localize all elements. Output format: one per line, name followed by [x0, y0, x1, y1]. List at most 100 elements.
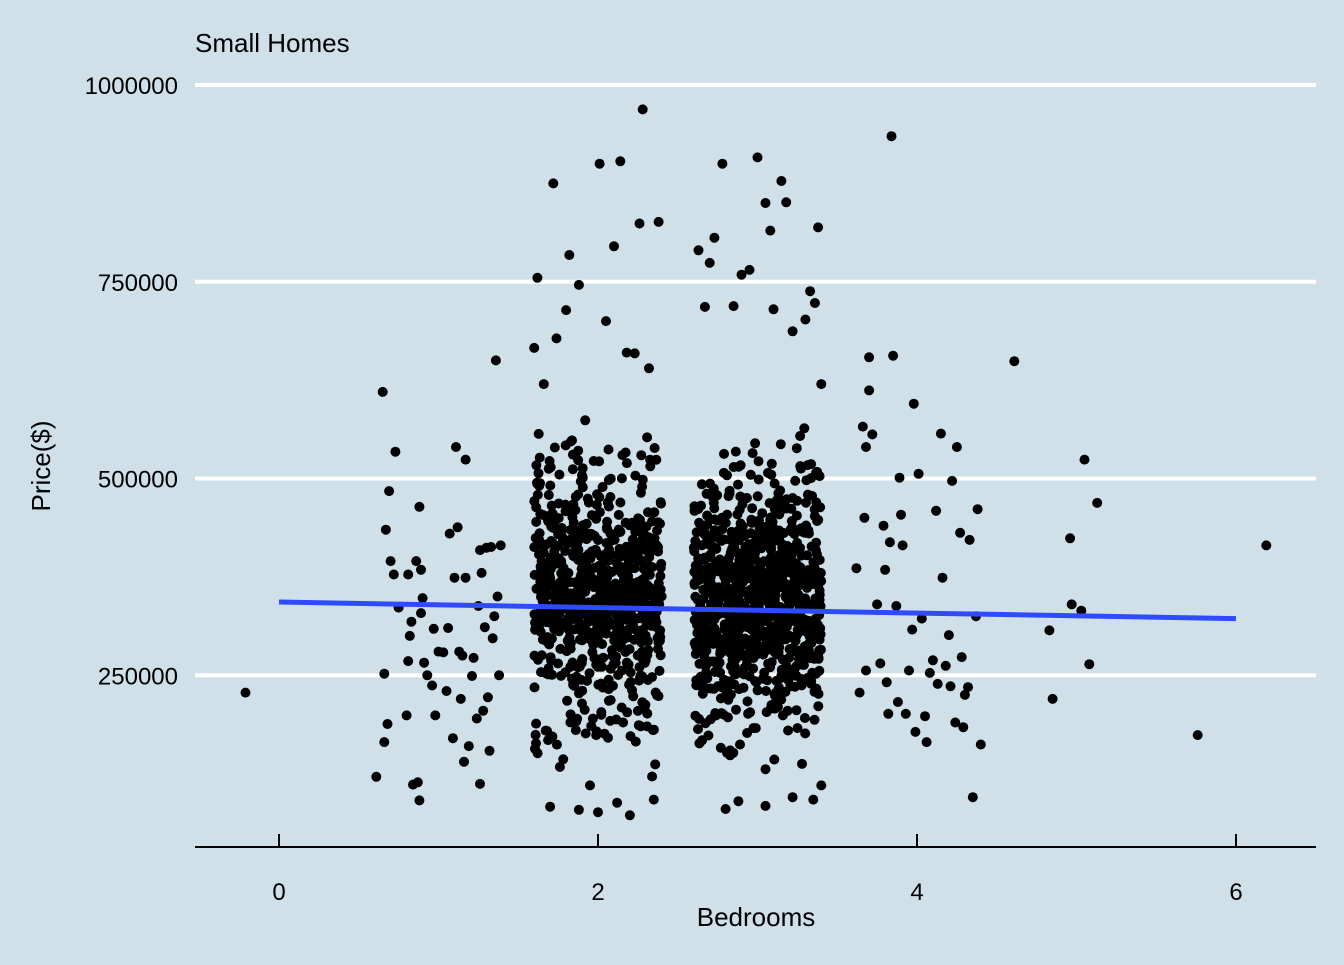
- data-point: [577, 482, 588, 493]
- x-tick-label: 6: [1229, 879, 1242, 906]
- data-point: [605, 492, 616, 502]
- data-point: [796, 646, 807, 657]
- data-point: [696, 682, 707, 692]
- data-point: [654, 629, 665, 640]
- data-point: [811, 549, 822, 560]
- data-point: [532, 272, 543, 283]
- data-point: [625, 582, 635, 592]
- data-point: [489, 611, 500, 622]
- data-point: [867, 429, 878, 440]
- data-point: [769, 527, 780, 538]
- data-point: [476, 567, 487, 578]
- data-point: [645, 454, 656, 465]
- data-point: [760, 521, 771, 532]
- data-point: [585, 780, 595, 791]
- data-point: [864, 385, 875, 396]
- data-point: [428, 623, 439, 634]
- data-point: [760, 595, 771, 606]
- data-point: [790, 568, 801, 579]
- data-point: [580, 415, 591, 426]
- data-point: [693, 724, 703, 735]
- data-point: [712, 582, 723, 593]
- data-point: [793, 589, 804, 600]
- data-point: [805, 631, 816, 641]
- data-point: [754, 582, 765, 593]
- data-point: [975, 739, 986, 750]
- data-point: [625, 611, 636, 622]
- data-point: [744, 264, 755, 275]
- data-point: [733, 593, 743, 604]
- data-point: [739, 669, 749, 680]
- data-point: [562, 620, 573, 631]
- data-point: [693, 553, 704, 564]
- chart-title: Small Homes: [195, 28, 350, 58]
- data-point: [560, 546, 571, 556]
- data-point: [795, 461, 806, 472]
- data-point: [637, 104, 648, 115]
- data-point: [694, 563, 705, 574]
- data-point: [545, 801, 556, 812]
- data-point: [780, 590, 791, 601]
- data-point: [742, 696, 753, 707]
- data-point: [614, 622, 625, 633]
- data-point: [643, 532, 654, 543]
- data-point: [468, 652, 479, 663]
- data-point: [792, 537, 803, 548]
- data-point: [733, 479, 743, 490]
- data-point: [709, 525, 720, 536]
- data-point: [586, 720, 597, 731]
- data-point: [690, 591, 701, 602]
- data-point: [240, 687, 251, 698]
- data-point: [616, 473, 627, 484]
- data-point: [549, 523, 560, 534]
- axes: [195, 834, 1316, 848]
- data-point: [629, 634, 640, 645]
- data-point: [596, 709, 607, 720]
- data-point: [716, 634, 727, 645]
- x-tick-label: 4: [910, 879, 923, 906]
- data-point: [623, 571, 634, 581]
- data-point: [770, 535, 781, 546]
- data-point: [460, 454, 471, 465]
- data-point: [768, 304, 779, 315]
- data-point: [753, 616, 764, 627]
- data-point: [598, 622, 609, 632]
- data-point: [545, 462, 556, 473]
- data-point: [594, 507, 605, 518]
- data-point: [467, 671, 477, 681]
- data-points: [240, 104, 1272, 821]
- data-point: [427, 680, 438, 691]
- data-point: [709, 656, 720, 667]
- data-point: [573, 544, 584, 555]
- data-point: [752, 685, 763, 696]
- data-point: [573, 279, 584, 290]
- data-point: [546, 655, 557, 666]
- data-point: [627, 534, 638, 545]
- data-point: [653, 589, 664, 600]
- data-point: [891, 601, 902, 611]
- data-point: [799, 423, 810, 434]
- data-point: [459, 756, 469, 767]
- data-point: [715, 742, 726, 753]
- data-point: [691, 527, 702, 538]
- data-point: [802, 460, 813, 471]
- data-point: [813, 222, 824, 233]
- data-point: [897, 540, 908, 551]
- data-point: [735, 582, 746, 593]
- data-point: [414, 795, 425, 806]
- data-point: [723, 676, 734, 687]
- data-point: [810, 668, 821, 679]
- data-point: [578, 520, 589, 531]
- data-point: [808, 579, 819, 590]
- data-point: [533, 468, 544, 479]
- data-point: [443, 623, 454, 633]
- data-point: [693, 618, 704, 629]
- data-point: [411, 556, 422, 567]
- data-point: [575, 578, 586, 589]
- data-point: [553, 594, 564, 605]
- data-point: [653, 578, 664, 589]
- data-point: [633, 513, 644, 524]
- data-point: [704, 587, 715, 598]
- grid-lines: [195, 83, 1316, 678]
- data-point: [908, 398, 919, 409]
